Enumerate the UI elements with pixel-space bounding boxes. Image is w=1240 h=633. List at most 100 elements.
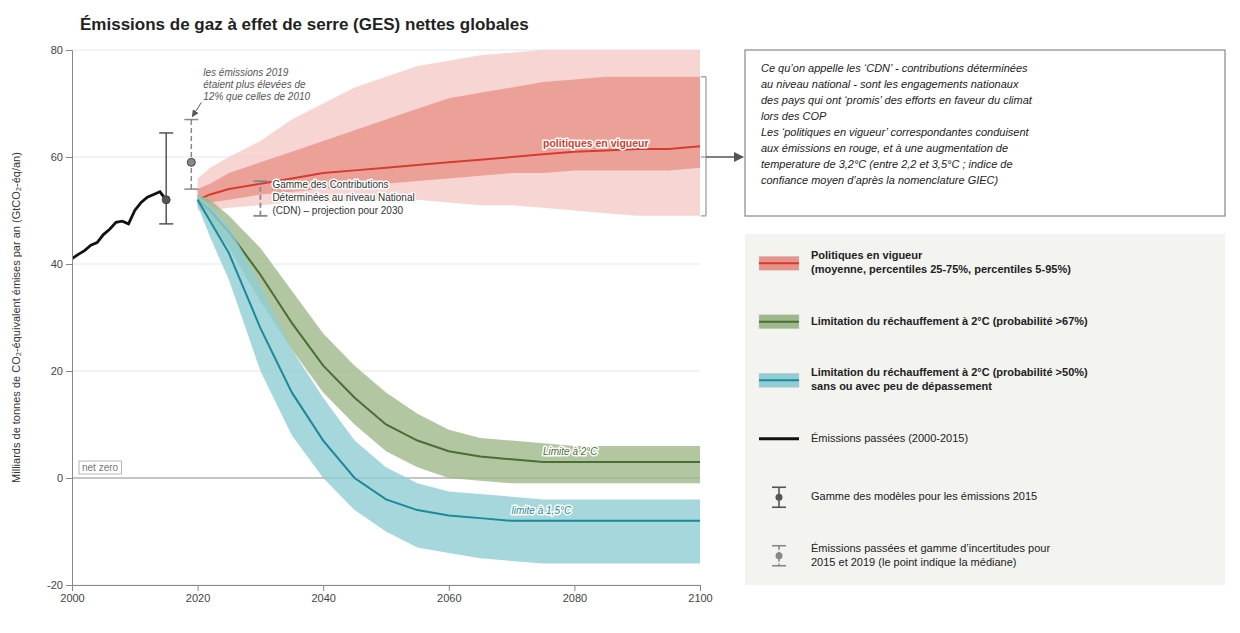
tick-label: 80	[51, 44, 63, 56]
text-line: Limitation du réchauffement à 2°C (proba…	[811, 366, 1088, 378]
legend-swatch-line	[759, 262, 799, 264]
legend-item: Émissions passées et gamme d’incertitude…	[772, 542, 1050, 568]
range-stem	[259, 181, 261, 216]
tick: 2100	[688, 585, 712, 604]
bracket-line	[705, 77, 707, 216]
tick-label: -20	[47, 579, 63, 591]
legend-swatch-cap	[772, 486, 786, 488]
text-line: Gamme des modèles pour les émissions 201…	[811, 490, 1037, 502]
tick-label: 40	[51, 258, 63, 270]
tick-label: 2100	[688, 592, 712, 604]
text-line: aux émissions en rouge, et à une augment…	[761, 142, 1008, 154]
text-line: Émissions passées et gamme d’incertitude…	[811, 542, 1050, 554]
tick: 2060	[437, 585, 461, 604]
tick: 2040	[311, 585, 335, 604]
range-bar	[253, 181, 267, 216]
curve-label: politiques en vigueur	[543, 137, 649, 149]
legend-swatch-line	[759, 437, 799, 440]
legend-swatch-line	[759, 321, 799, 323]
range-cap	[253, 215, 267, 217]
legend-item: Gamme des modèles pour les émissions 201…	[772, 487, 1037, 507]
curve-label: limite à 1,5°C	[512, 505, 572, 516]
tick-label: 2060	[437, 592, 461, 604]
bracket-arrow	[706, 156, 743, 158]
tick-mark	[574, 585, 575, 591]
text-line: (moyenne, percentiles 25-75%, percentile…	[811, 263, 1071, 275]
tick: 0	[57, 472, 72, 484]
text-line: (CDN) – projection pour 2030	[272, 205, 403, 216]
tick-mark	[66, 157, 72, 158]
grid	[72, 50, 700, 585]
bracket-tick	[701, 76, 706, 78]
legend-swatch	[759, 315, 799, 329]
error-bar	[159, 133, 173, 224]
y-axis: -20 0 20 40 60 80	[47, 44, 72, 591]
tick: 2020	[186, 585, 210, 604]
chart: 200020202040206020802100-20020406080Émis…	[0, 0, 1240, 633]
text-line: Limitation du réchauffement à 2°C (proba…	[811, 315, 1088, 327]
tick: 2000	[60, 585, 84, 604]
legend-swatch-point	[776, 494, 783, 501]
band	[198, 50, 700, 216]
curve-label: Limite à 2°C	[543, 446, 598, 457]
band	[198, 77, 700, 205]
bracket-tick	[701, 156, 706, 158]
tick: -20	[47, 579, 72, 591]
x-axis: 200020202040206020802100	[60, 585, 712, 604]
tick-label: 2000	[60, 592, 84, 604]
legend-swatch-point	[776, 552, 783, 559]
text-line: 2015 et 2019 (le point indique la médian…	[811, 556, 1016, 568]
error-bar-stem	[165, 133, 167, 224]
error-bar-cap	[159, 223, 173, 225]
legend-item: Limitation du réchauffement à 2°C (proba…	[759, 366, 1088, 392]
legend-background	[745, 234, 1225, 585]
legend-item: Politiques en vigueur (moyenne, percentil…	[759, 249, 1071, 275]
text-line: confiance moyen d’après la nomenclature …	[761, 174, 999, 186]
grid-line	[72, 371, 700, 372]
tick-mark	[323, 585, 324, 591]
tick: 40	[51, 258, 72, 270]
tick-label: 20	[51, 365, 63, 377]
error-bar-cap	[184, 188, 198, 190]
title: Émissions de gaz à effet de serre (GES) …	[80, 15, 529, 34]
text-line: 12% que celles de 2010	[203, 91, 310, 102]
error-bar	[184, 120, 198, 190]
text-box-text: Ce qu’on appelle les ‘CDN’ - contributio…	[761, 62, 1033, 186]
legend-swatch-line	[759, 379, 799, 381]
text-line: sans ou avec peu de dépassement	[811, 380, 992, 392]
tick-mark	[66, 478, 72, 479]
tick-mark	[700, 585, 701, 591]
text-line: étaient plus élevées de	[203, 79, 306, 90]
legend-label: Émissions passées (2000-2015)	[811, 432, 968, 444]
legend-swatch-cap	[772, 545, 786, 547]
legend-label: Émissions passées et gamme d’incertitude…	[811, 542, 1050, 568]
legend-item: Limitation du réchauffement à 2°C (proba…	[759, 315, 1088, 329]
tick-mark	[66, 585, 72, 586]
line	[72, 192, 166, 259]
axis-line	[66, 51, 73, 586]
text-line: les émissions 2019	[203, 67, 288, 78]
annotation: les émissions 2019étaient plus élevées d…	[203, 67, 310, 102]
range-label: Gamme des ContributionsDéterminées au ni…	[272, 179, 414, 216]
reference-label: net zero	[82, 462, 119, 473]
legend-swatch	[759, 256, 799, 270]
annotation-arrow	[192, 103, 201, 117]
bracket	[701, 77, 706, 216]
text-line: Politiques en vigueur	[811, 249, 923, 261]
tick-mark	[66, 50, 72, 51]
bracket-tick	[701, 215, 706, 217]
text-line: Les ‘politiques en vigueur’ correspondan…	[761, 126, 1030, 138]
median-point	[187, 158, 195, 166]
median-point	[162, 196, 170, 204]
text-line: Ce qu’on appelle les ‘CDN’ - contributio…	[761, 62, 1028, 74]
mean-line	[198, 200, 700, 521]
text-line: lors des COP	[761, 110, 827, 122]
tick-mark	[66, 264, 72, 265]
legend-label: Limitation du réchauffement à 2°C (proba…	[811, 315, 1088, 327]
range-cap	[253, 180, 267, 182]
tick-mark	[66, 371, 72, 372]
plot-marks	[72, 50, 700, 564]
tick-label: 0	[57, 472, 63, 484]
text-box	[745, 50, 1225, 216]
tick: 60	[51, 151, 72, 163]
